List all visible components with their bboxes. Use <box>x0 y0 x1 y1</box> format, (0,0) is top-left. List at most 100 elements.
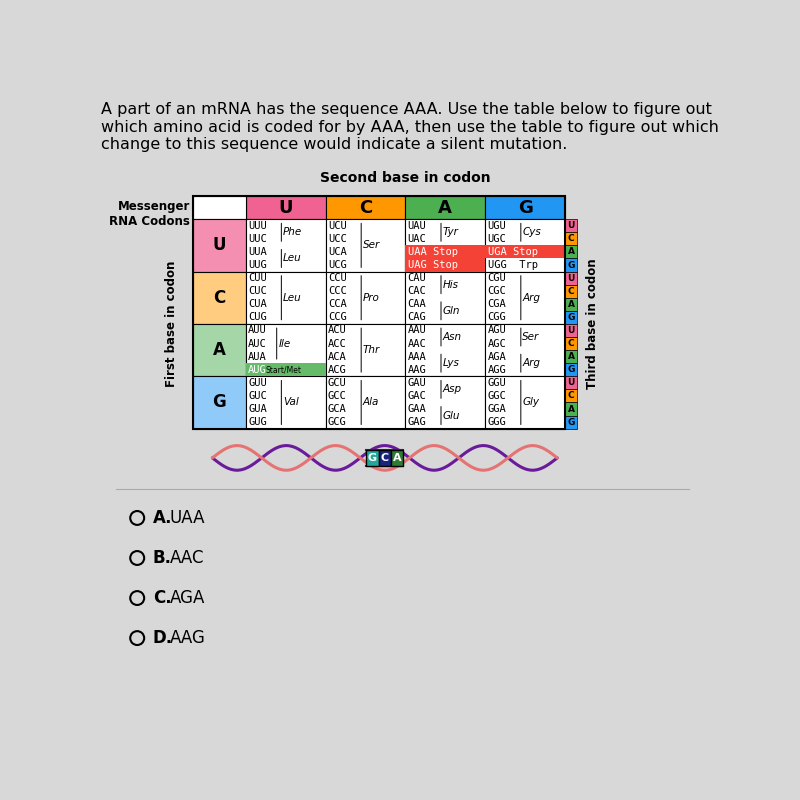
Text: AGA: AGA <box>170 589 205 607</box>
Bar <box>406 196 485 219</box>
Bar <box>326 324 406 376</box>
Text: GUC: GUC <box>248 391 266 401</box>
Text: G: G <box>213 394 226 411</box>
Text: UGG  Trp: UGG Trp <box>487 260 538 270</box>
Bar <box>246 219 326 271</box>
Text: UAG Stop: UAG Stop <box>408 260 458 270</box>
Text: A: A <box>438 198 452 217</box>
Text: CUU: CUU <box>248 273 266 283</box>
Text: AUU: AUU <box>248 326 266 335</box>
Bar <box>246 363 326 376</box>
Bar <box>406 271 485 324</box>
Text: GGU: GGU <box>487 378 506 388</box>
Bar <box>565 219 578 232</box>
Text: C: C <box>568 339 574 348</box>
Text: Phe: Phe <box>283 227 302 238</box>
Text: ACC: ACC <box>328 338 346 349</box>
Text: GCG: GCG <box>328 417 346 427</box>
Text: A: A <box>568 247 574 257</box>
Text: GCU: GCU <box>328 378 346 388</box>
Text: AAG: AAG <box>408 365 426 374</box>
Text: AAU: AAU <box>408 326 426 335</box>
Text: UCA: UCA <box>328 247 346 257</box>
Text: Third base in codon: Third base in codon <box>586 258 599 390</box>
Text: CUC: CUC <box>248 286 266 296</box>
Bar <box>565 350 578 363</box>
Text: UGA Stop: UGA Stop <box>487 247 538 257</box>
Text: A: A <box>393 453 402 463</box>
Text: GGA: GGA <box>487 404 506 414</box>
Text: Cys: Cys <box>522 227 541 238</box>
Text: Arg: Arg <box>522 293 540 302</box>
Text: C: C <box>568 391 574 401</box>
Bar <box>326 271 406 324</box>
Text: Pro: Pro <box>362 293 380 302</box>
Text: Glu: Glu <box>442 410 460 421</box>
Text: Ile: Ile <box>278 338 290 349</box>
Bar <box>193 324 246 376</box>
Bar <box>406 376 485 429</box>
Text: G: G <box>368 453 377 463</box>
Text: GUU: GUU <box>248 378 266 388</box>
Text: C: C <box>568 286 574 296</box>
Bar <box>246 324 326 376</box>
Bar <box>565 271 578 285</box>
Text: UUG: UUG <box>248 260 266 270</box>
Text: ACG: ACG <box>328 365 346 374</box>
Text: UGU: UGU <box>487 221 506 230</box>
Bar <box>391 450 403 466</box>
Text: Arg: Arg <box>522 358 540 368</box>
Text: CAC: CAC <box>408 286 426 296</box>
Bar <box>565 246 578 258</box>
Text: AUA: AUA <box>248 352 266 362</box>
Bar <box>193 196 565 429</box>
Text: A.: A. <box>153 509 172 527</box>
Text: GUG: GUG <box>248 417 266 427</box>
Text: C: C <box>359 198 372 217</box>
Text: G: G <box>567 313 575 322</box>
Text: Lys: Lys <box>442 358 459 368</box>
Bar <box>565 298 578 311</box>
Text: GAG: GAG <box>408 417 426 427</box>
Bar <box>246 196 326 219</box>
Bar <box>485 246 565 258</box>
Text: AUG: AUG <box>248 365 266 374</box>
Text: D.: D. <box>153 629 173 647</box>
Bar <box>485 196 565 219</box>
Text: G: G <box>518 198 533 217</box>
Text: GGC: GGC <box>487 391 506 401</box>
Bar <box>246 376 326 429</box>
Text: U: U <box>213 236 226 254</box>
Bar <box>366 450 378 466</box>
Text: UUU: UUU <box>248 221 266 230</box>
Text: UAA Stop: UAA Stop <box>408 247 458 257</box>
Bar <box>326 219 406 271</box>
Text: U: U <box>567 222 575 230</box>
Text: A part of an mRNA has the sequence AAA. Use the table below to figure out
which : A part of an mRNA has the sequence AAA. … <box>101 102 719 152</box>
Text: Asp: Asp <box>442 384 462 394</box>
Text: GAU: GAU <box>408 378 426 388</box>
Text: ACA: ACA <box>328 352 346 362</box>
Text: G: G <box>567 261 575 270</box>
Text: First base in codon: First base in codon <box>165 261 178 387</box>
Text: CGG: CGG <box>487 312 506 322</box>
Text: UAC: UAC <box>408 234 426 244</box>
Text: AAA: AAA <box>408 352 426 362</box>
Bar <box>246 271 326 324</box>
Text: CGA: CGA <box>487 299 506 310</box>
Bar <box>485 324 565 376</box>
Bar <box>406 324 485 376</box>
Text: AAC: AAC <box>408 338 426 349</box>
Text: Thr: Thr <box>362 345 380 355</box>
Text: Messenger
RNA Codons: Messenger RNA Codons <box>109 200 190 228</box>
Bar <box>565 337 578 350</box>
Text: ACU: ACU <box>328 326 346 335</box>
Text: U: U <box>567 378 575 387</box>
Text: UAU: UAU <box>408 221 426 230</box>
Text: UUA: UUA <box>248 247 266 257</box>
Bar <box>565 402 578 415</box>
Text: GAA: GAA <box>408 404 426 414</box>
Bar <box>565 363 578 376</box>
Text: CUA: CUA <box>248 299 266 310</box>
Text: Ser: Ser <box>522 332 540 342</box>
